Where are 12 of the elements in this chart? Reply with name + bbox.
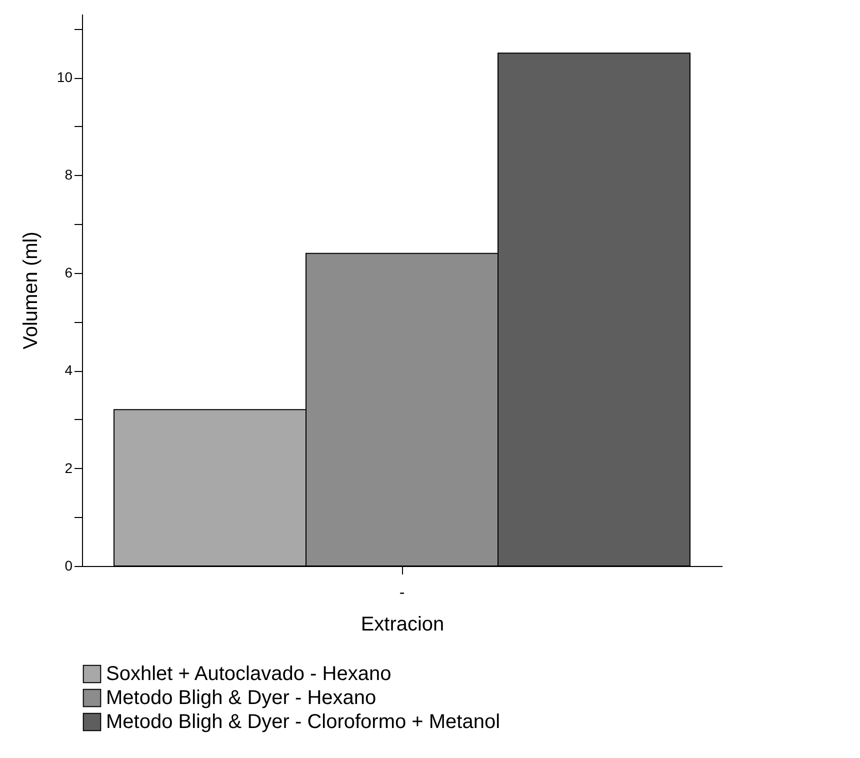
y-tick-label: 4 (64, 362, 73, 378)
y-tick-label: 0 (64, 558, 73, 574)
y-tick-label: 8 (64, 166, 73, 183)
y-axis-title: Volumen (ml) (20, 232, 42, 350)
x-axis-title: Extracion (360, 614, 444, 636)
y-tick-label: 2 (64, 460, 73, 476)
y-tick-label: 10 (56, 69, 73, 86)
legend-label: Metodo Bligh & Dyer - Cloroformo + Metanol (106, 711, 500, 733)
y-tick-label: 6 (64, 264, 73, 280)
x-tick-label: - (399, 584, 405, 602)
legend-label: Metodo Bligh & Dyer - Hexano (106, 687, 376, 709)
legend-label: Soxhlet + Autoclavado - Hexano (106, 663, 392, 685)
